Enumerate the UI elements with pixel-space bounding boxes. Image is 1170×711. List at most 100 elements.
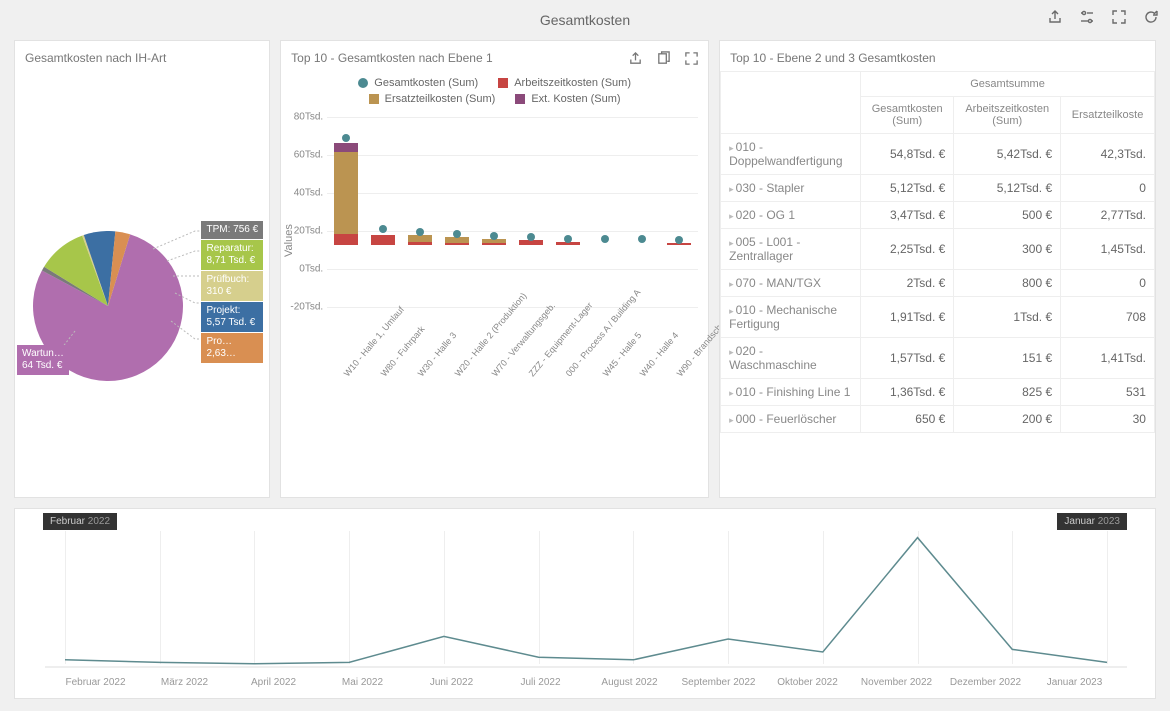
pie-panel: Gesamtkosten nach IH-Art TPM: 756 €Repar… — [14, 40, 270, 498]
bar-marker — [379, 225, 387, 233]
table-column-header[interactable]: Arbeitszeitkosten(Sum) — [954, 97, 1061, 134]
timeline-panel: Februar 2022 Januar 2023 Februar 2022Mär… — [14, 508, 1156, 699]
expand-icon[interactable]: ▸ — [729, 415, 734, 426]
table-row[interactable]: ▸020 - Waschmaschine1,57Tsd. €151 €1,41T… — [721, 338, 1155, 379]
table-cell: 825 € — [954, 379, 1061, 406]
table-panel: Top 10 - Ebene 2 und 3 Gesamtkosten Gesa… — [719, 40, 1156, 498]
table-row-label[interactable]: ▸020 - OG 1 — [721, 202, 861, 229]
expand-icon[interactable]: ▸ — [729, 143, 734, 154]
bar-chart: -20Tsd.0Tsd.20Tsd.40Tsd.60Tsd.80Tsd. W10… — [327, 117, 698, 307]
table-row[interactable]: ▸030 - Stapler5,12Tsd. €5,12Tsd. €0 — [721, 175, 1155, 202]
table-row-label[interactable]: ▸000 - Feuerlöscher — [721, 406, 861, 433]
table-cell: 3,47Tsd. € — [861, 202, 954, 229]
table-row[interactable]: ▸020 - OG 13,47Tsd. €500 €2,77Tsd. — [721, 202, 1155, 229]
bar-xtick: W10 - Halle 1, Umlauf — [342, 349, 369, 378]
table-cell: 2,77Tsd. — [1061, 202, 1155, 229]
fullscreen-icon[interactable] — [682, 49, 700, 67]
bar-column[interactable] — [553, 234, 583, 245]
table-cell: 1Tsd. € — [954, 297, 1061, 338]
table-row[interactable]: ▸070 - MAN/TGX2Tsd. €800 €0 — [721, 270, 1155, 297]
table-cell: 1,41Tsd. — [1061, 338, 1155, 379]
bar-panel-toolbar — [626, 49, 700, 67]
table-row[interactable]: ▸005 - L001 - Zentrallager2,25Tsd. €300 … — [721, 229, 1155, 270]
refresh-icon[interactable] — [1142, 8, 1160, 26]
table-cell: 1,91Tsd. € — [861, 297, 954, 338]
timeline-tick: November 2022 — [852, 677, 941, 688]
table-row-label[interactable]: ▸070 - MAN/TGX — [721, 270, 861, 297]
bar-column[interactable] — [331, 133, 361, 245]
table-cell: 650 € — [861, 406, 954, 433]
legend-swatch — [515, 94, 525, 104]
pie-chart: TPM: 756 €Reparatur:8,71 Tsd. €Prüfbuch:… — [15, 71, 269, 471]
bar-marker — [601, 235, 609, 243]
bar-xtick: W70 - Verwaltungsgeb. — [490, 349, 517, 378]
table-row[interactable]: ▸010 - Finishing Line 11,36Tsd. €825 €53… — [721, 379, 1155, 406]
export-icon[interactable] — [1046, 8, 1064, 26]
table-row-label[interactable]: ▸020 - Waschmaschine — [721, 338, 861, 379]
timeline-tick: August 2022 — [585, 677, 674, 688]
legend-swatch — [498, 78, 508, 88]
bar-segment — [408, 242, 432, 245]
expand-icon[interactable]: ▸ — [729, 211, 734, 222]
bar-column[interactable] — [516, 232, 546, 245]
table-column-header[interactable]: Gesamtkosten(Sum) — [861, 97, 954, 134]
table-row-label[interactable]: ▸010 - Mechanische Fertigung — [721, 297, 861, 338]
bar-segment — [334, 234, 358, 245]
bar-column[interactable] — [442, 229, 472, 245]
timeline-tick: September 2022 — [674, 677, 763, 688]
table-cell: 531 — [1061, 379, 1155, 406]
table-row-label[interactable]: ▸010 - Doppelwandfertigung — [721, 134, 861, 175]
legend-item[interactable]: Ersatzteilkosten (Sum) — [369, 93, 496, 105]
bar-column[interactable] — [590, 234, 620, 245]
bar-segment — [482, 243, 506, 245]
export-icon[interactable] — [626, 49, 644, 67]
bar-marker — [638, 235, 646, 243]
table-cell: 2,25Tsd. € — [861, 229, 954, 270]
pie-label: Prüfbuch:310 € — [201, 271, 263, 301]
legend-item[interactable]: Ext. Kosten (Sum) — [515, 93, 620, 105]
table-row[interactable]: ▸000 - Feuerlöscher650 €200 €30 — [721, 406, 1155, 433]
expand-icon[interactable]: ▸ — [729, 184, 734, 195]
timeline-tick: Januar 2023 — [1030, 677, 1119, 688]
legend-label: Arbeitszeitkosten (Sum) — [514, 77, 631, 89]
legend-label: Ext. Kosten (Sum) — [531, 93, 620, 105]
copy-icon[interactable] — [654, 49, 672, 67]
bar-xtick: W20 - Halle 2 (Produktion) — [453, 349, 480, 378]
table-row[interactable]: ▸010 - Doppelwandfertigung54,8Tsd. €5,42… — [721, 134, 1155, 175]
bar-ytick: 40Tsd. — [285, 188, 323, 199]
table-row-label[interactable]: ▸010 - Finishing Line 1 — [721, 379, 861, 406]
bar-xticks: W10 - Halle 1, UmlaufW80 - FuhrparkW30 -… — [331, 287, 694, 297]
pie-label: Projekt:5,57 Tsd. € — [201, 302, 263, 332]
table-row-label[interactable]: ▸030 - Stapler — [721, 175, 861, 202]
bar-column[interactable] — [664, 235, 694, 245]
expand-icon[interactable]: ▸ — [729, 388, 734, 399]
legend-item[interactable]: Gesamtkosten (Sum) — [358, 77, 478, 89]
table-column-header[interactable]: Ersatzteilkoste — [1061, 97, 1155, 134]
table-cell: 151 € — [954, 338, 1061, 379]
header-toolbar — [1046, 8, 1160, 26]
bar-xtick: ZZZ - Equipment-Lager — [527, 349, 554, 378]
expand-icon[interactable]: ▸ — [729, 238, 734, 249]
table-supercolumn: Gesamtsumme — [861, 72, 1155, 97]
bar-segment — [334, 143, 358, 153]
bar-column[interactable] — [479, 231, 509, 245]
expand-icon[interactable]: ▸ — [729, 347, 734, 358]
table-cell: 5,12Tsd. € — [861, 175, 954, 202]
bar-column[interactable] — [627, 234, 657, 245]
fullscreen-icon[interactable] — [1110, 8, 1128, 26]
table-cell: 1,36Tsd. € — [861, 379, 954, 406]
pie-label: TPM: 756 € — [201, 221, 263, 239]
expand-icon[interactable]: ▸ — [729, 306, 734, 317]
legend-item[interactable]: Arbeitszeitkosten (Sum) — [498, 77, 631, 89]
timeline-line — [15, 509, 1157, 700]
table-cell: 54,8Tsd. € — [861, 134, 954, 175]
expand-icon[interactable]: ▸ — [729, 279, 734, 290]
bar-ytick: 0Tsd. — [285, 264, 323, 275]
bar-marker — [342, 134, 350, 142]
table-row[interactable]: ▸010 - Mechanische Fertigung1,91Tsd. €1T… — [721, 297, 1155, 338]
bar-column[interactable] — [368, 224, 398, 245]
bar-column[interactable] — [405, 227, 435, 245]
settings-icon[interactable] — [1078, 8, 1096, 26]
bar-xtick: W45 - Halle 5 — [601, 349, 628, 378]
table-row-label[interactable]: ▸005 - L001 - Zentrallager — [721, 229, 861, 270]
